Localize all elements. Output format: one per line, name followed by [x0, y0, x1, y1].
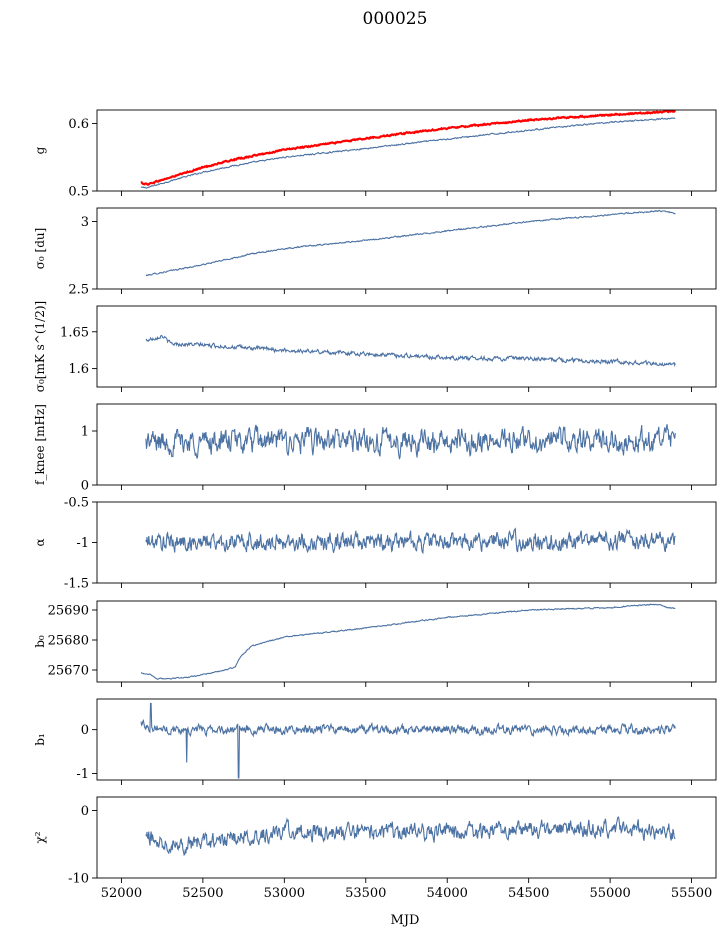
- y-tick-label: 1.65: [60, 325, 89, 340]
- panel-b0: 25670 25680 25690 b₀: [33, 600, 717, 687]
- y-tick-label: 0: [81, 804, 89, 819]
- panel-frame: [96, 109, 717, 192]
- y-tick-label: 0: [81, 479, 89, 494]
- y-axis-label-alpha: α: [33, 538, 47, 546]
- y-tick-label: -10: [68, 872, 89, 887]
- panel-sigma0-mks: 1.6 1.65 σ₀[mK s^(1/2)]: [33, 301, 717, 392]
- y-tick-label: -1.5: [64, 577, 89, 592]
- panel-alpha: -1.5 -1 -0.5 α: [33, 496, 717, 592]
- y-tick-label: 25690: [48, 604, 89, 619]
- y-axis-label-b1: b₁: [33, 733, 47, 746]
- y-tick-label: -0.5: [64, 496, 89, 511]
- series-line-g-0: [140, 117, 676, 189]
- x-tick-label: 55000: [589, 886, 630, 901]
- x-tick-label: 54500: [508, 886, 549, 901]
- y-tick-label: 0: [81, 723, 89, 738]
- panel-sigma0-du-data: [145, 209, 676, 277]
- series-line-alpha-0: [145, 527, 676, 555]
- series-line-b0-0: [141, 603, 676, 680]
- panel-frame: [96, 207, 717, 290]
- y-axis-label-b0: b₀: [33, 635, 47, 648]
- x-tick-label: 52500: [182, 886, 223, 901]
- y-tick-label: -1: [76, 536, 89, 551]
- y-axis-label-sigma0-du: σ₀ [du]: [33, 228, 47, 270]
- x-tick-label: 54000: [427, 886, 468, 901]
- panel-frame: [96, 600, 717, 683]
- panel-frame: [96, 403, 717, 486]
- y-tick-label: 1: [81, 425, 89, 440]
- y-tick-label: 2.5: [68, 283, 89, 298]
- panel-sigma0-mks-data: [145, 334, 676, 367]
- y-tick-label: 25670: [48, 664, 89, 679]
- y-axis-label-fknee: f_knee [mHz]: [33, 404, 47, 485]
- series-line-fknee-0: [145, 424, 676, 460]
- series-line-sigma0-du-0: [145, 209, 676, 277]
- series-line-b1-0: [140, 702, 676, 779]
- panel-g: 0.5 0.6 g: [33, 109, 717, 200]
- panel-chi2-data: [145, 815, 676, 857]
- y-tick-label: 25680: [48, 634, 89, 649]
- series-line-chi2-0: [145, 815, 676, 857]
- panel-b0-data: [141, 603, 676, 680]
- y-axis-label-sigma0-mks: σ₀[mK s^(1/2)]: [33, 301, 47, 392]
- panel-fknee: 0 1 f_knee [mHz]: [33, 403, 717, 494]
- figure-title: 000025: [363, 9, 428, 29]
- panel-b1: -1 0 b₁: [33, 698, 717, 785]
- x-tick-label: 53500: [345, 886, 386, 901]
- x-axis-label: MJD: [391, 913, 420, 928]
- panel-sigma0-du: 2.5 3 σ₀ [du]: [33, 207, 717, 298]
- x-tick-label: 53000: [264, 886, 305, 901]
- panel-frame: [96, 796, 717, 879]
- panel-g-data: [140, 110, 676, 189]
- panel-frame: [96, 698, 717, 781]
- y-tick-label: -1: [76, 767, 89, 782]
- panel-fknee-data: [145, 424, 676, 460]
- series-line-g-1: [140, 110, 676, 186]
- series-line-sigma0-mks-0: [145, 334, 676, 367]
- panel-b1-data: [140, 702, 676, 779]
- panel-frame: [96, 305, 717, 388]
- panel-alpha-data: [145, 527, 676, 555]
- x-tick-label: 52000: [101, 886, 142, 901]
- x-tick-label: 55500: [671, 886, 712, 901]
- y-tick-label: 0.6: [68, 117, 89, 132]
- y-tick-label: 3: [81, 215, 89, 230]
- y-axis-label-chi2: χ²: [33, 831, 47, 843]
- y-tick-label: 0.5: [68, 185, 89, 200]
- y-tick-label: 1.6: [68, 362, 89, 377]
- panel-chi2: -10 0 52000 52500 53000 53500 54000 54500 55000 5…: [33, 796, 717, 901]
- y-axis-label-g: g: [33, 146, 47, 154]
